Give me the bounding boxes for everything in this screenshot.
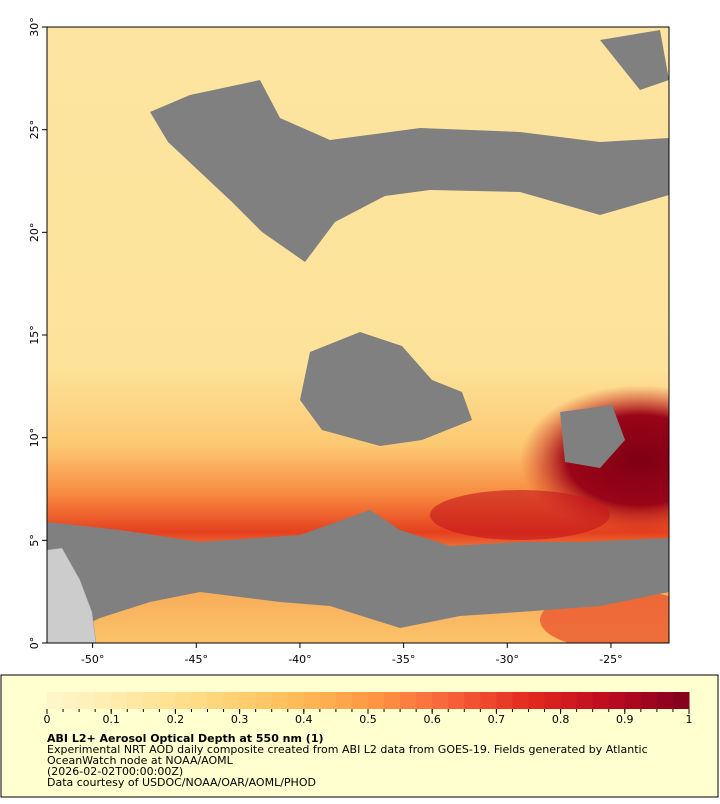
- colorbar-swatch: [207, 692, 225, 709]
- x-tick-label: -45°: [185, 653, 208, 666]
- caption-title: ABI L2+ Aerosol Optical Depth at 550 nm …: [47, 732, 324, 745]
- colorbar-swatch: [464, 692, 481, 709]
- caption-line: OceanWatch node at NOAA/AOML: [47, 754, 234, 767]
- colorbar-swatch: [384, 692, 401, 709]
- colorbar-tick-label: 0.7: [488, 713, 506, 726]
- colorbar-swatch: [656, 692, 674, 709]
- colorbar-swatch: [111, 692, 128, 709]
- colorbar-tick-label: 0.5: [359, 713, 377, 726]
- colorbar-tick-label: 0.4: [295, 713, 313, 726]
- x-tick-label: -40°: [288, 653, 311, 666]
- colorbar-tick-label: 0.6: [423, 713, 441, 726]
- x-tick-label: -50°: [81, 653, 104, 666]
- colorbar-swatch: [319, 692, 337, 709]
- colorbar-swatch: [175, 692, 192, 709]
- colorbar-swatch: [368, 692, 385, 709]
- colorbar-swatch: [127, 692, 144, 709]
- x-tick-label: -25°: [599, 653, 622, 666]
- y-tick-label: 20°: [28, 223, 41, 243]
- x-tick-label: -35°: [392, 653, 415, 666]
- colorbar-swatch: [303, 692, 321, 709]
- colorbar-swatch: [544, 692, 562, 709]
- colorbar-swatch: [528, 692, 546, 709]
- colorbar-swatch: [255, 692, 273, 709]
- colorbar-swatch: [47, 692, 64, 709]
- colorbar-swatch: [287, 692, 305, 709]
- colorbar-swatch: [400, 692, 417, 709]
- x-tick-label: -30°: [496, 653, 519, 666]
- y-tick-label: 5°: [28, 534, 41, 547]
- colorbar-swatch: [239, 692, 257, 709]
- caption-line: Experimental NRT AOD daily composite cre…: [47, 743, 648, 756]
- colorbar-swatch: [432, 692, 449, 709]
- colorbar-tick-label: 0.3: [231, 713, 249, 726]
- colorbar-tick-label: 0.9: [616, 713, 634, 726]
- y-tick-label: 25°: [28, 120, 41, 140]
- colorbar-swatch: [592, 692, 610, 709]
- colorbar-swatch: [79, 692, 96, 709]
- colorbar-swatch: [351, 692, 369, 709]
- colorbar-swatch: [416, 692, 433, 709]
- aod-field: [47, 27, 669, 643]
- colorbar-swatch: [480, 692, 497, 709]
- caption-line: Data courtesy of USDOC/NOAA/OAR/AOML/PHO…: [47, 776, 316, 789]
- colorbar-swatch: [672, 692, 690, 709]
- y-tick-label: 15°: [28, 325, 41, 345]
- colorbar-swatch: [191, 692, 208, 709]
- colorbar-swatch: [271, 692, 289, 709]
- colorbar-swatch: [335, 692, 353, 709]
- y-tick-label: 30°: [28, 17, 41, 37]
- colorbar-tick-label: 1: [686, 713, 693, 726]
- colorbar-swatch: [640, 692, 658, 709]
- colorbar-swatch: [608, 692, 626, 709]
- colorbar-tick-label: 0.8: [552, 713, 570, 726]
- colorbar-tick-label: 0.1: [102, 713, 120, 726]
- colorbar-swatch: [496, 692, 513, 709]
- y-tick-label: 0°: [28, 637, 41, 650]
- colorbar-swatch: [560, 692, 578, 709]
- colorbar-swatch: [159, 692, 176, 709]
- colorbar-tick-label: 0.2: [167, 713, 185, 726]
- y-tick-label: 10°: [28, 428, 41, 448]
- colorbar-swatch: [624, 692, 642, 709]
- colorbar-swatch: [512, 692, 529, 709]
- colorbar-swatch: [95, 692, 112, 709]
- colorbar-swatch: [576, 692, 594, 709]
- colorbar-swatch: [448, 692, 465, 709]
- colorbar-swatch: [63, 692, 80, 709]
- colorbar-tick-label: 0: [44, 713, 51, 726]
- colorbar-swatch: [223, 692, 241, 709]
- colorbar-swatch: [143, 692, 160, 709]
- caption-line: (2026-02-02T00:00:00Z): [47, 765, 183, 778]
